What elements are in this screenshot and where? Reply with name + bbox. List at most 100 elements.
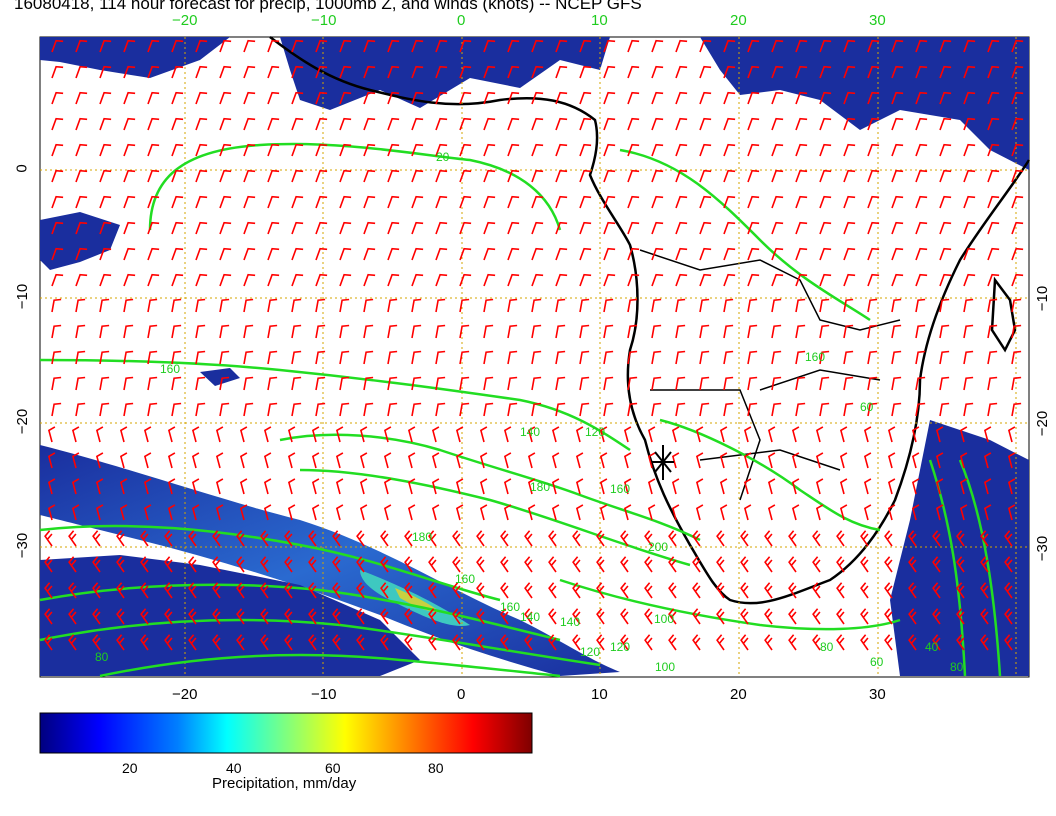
wind-barb bbox=[479, 504, 488, 521]
wind-barb bbox=[603, 247, 616, 261]
wind-barb bbox=[435, 39, 448, 53]
wind-barb bbox=[380, 530, 389, 547]
wind-barb bbox=[555, 91, 568, 105]
wind-barb bbox=[459, 402, 470, 417]
wind-barb bbox=[75, 221, 88, 235]
wind-barb bbox=[411, 195, 424, 209]
wind-barb bbox=[1011, 91, 1024, 105]
wind-barb bbox=[1011, 273, 1024, 287]
wind-barb bbox=[284, 634, 293, 651]
wind-barb bbox=[555, 298, 566, 313]
wind-barb bbox=[1011, 195, 1024, 209]
wind-barb bbox=[44, 556, 53, 573]
wind-barb bbox=[963, 117, 976, 131]
wind-barb bbox=[723, 247, 736, 261]
wind-barb bbox=[747, 65, 760, 79]
wind-barb bbox=[243, 221, 256, 235]
wind-barb bbox=[579, 273, 592, 287]
wind-barb bbox=[332, 530, 341, 547]
contour-africa-interior bbox=[619, 148, 871, 322]
wind-barb bbox=[795, 39, 808, 53]
wind-barb bbox=[1007, 504, 1016, 521]
wind-barb bbox=[915, 117, 928, 131]
wind-barb bbox=[195, 117, 208, 131]
wind-barb bbox=[575, 452, 584, 469]
colorbar-tick: 40 bbox=[226, 760, 242, 776]
wind-barb bbox=[147, 117, 160, 131]
wind-barb bbox=[476, 634, 485, 651]
wind-barb bbox=[483, 402, 494, 417]
wind-barb bbox=[867, 221, 880, 235]
wind-barb bbox=[315, 273, 328, 287]
wind-barb bbox=[267, 402, 278, 417]
wind-barb bbox=[596, 608, 605, 625]
wind-barb bbox=[795, 273, 808, 287]
wind-barb bbox=[771, 350, 782, 365]
wind-barb bbox=[483, 350, 494, 365]
wind-barb bbox=[987, 39, 1000, 53]
wind-barb bbox=[884, 582, 893, 599]
wind-barb bbox=[431, 426, 440, 443]
wind-barb bbox=[459, 39, 472, 53]
wind-barb bbox=[411, 298, 422, 313]
wind-barb bbox=[164, 530, 173, 547]
wind-barb bbox=[1004, 634, 1013, 651]
wind-barb bbox=[839, 504, 848, 521]
wind-barb bbox=[339, 350, 350, 365]
wind-barb bbox=[548, 634, 557, 651]
wind-barb bbox=[219, 376, 230, 391]
wind-barb bbox=[95, 504, 104, 521]
bottom-lon-label: 20 bbox=[730, 686, 747, 703]
wind-barb bbox=[651, 273, 664, 287]
wind-barb bbox=[315, 324, 326, 339]
wind-barb bbox=[212, 608, 221, 625]
wind-barb bbox=[363, 117, 376, 131]
wind-barb bbox=[572, 634, 581, 651]
contour-label: 180 bbox=[530, 480, 551, 494]
wind-barb bbox=[699, 143, 712, 157]
wind-barb bbox=[335, 478, 344, 495]
wind-barb bbox=[219, 65, 232, 79]
wind-barb bbox=[795, 247, 808, 261]
wind-barb bbox=[791, 504, 800, 521]
contour-120 bbox=[299, 468, 691, 567]
wind-barb bbox=[747, 298, 758, 313]
wind-barb bbox=[119, 452, 128, 469]
wind-barb bbox=[123, 247, 136, 261]
wind-barb bbox=[1011, 39, 1024, 53]
wind-barb bbox=[503, 452, 512, 469]
wind-barb bbox=[891, 39, 904, 53]
wind-barb bbox=[51, 402, 62, 417]
wind-barb bbox=[363, 39, 376, 53]
wind-barb bbox=[116, 556, 125, 573]
wind-barb bbox=[147, 221, 160, 235]
wind-barb bbox=[140, 556, 149, 573]
wind-barb bbox=[983, 504, 992, 521]
wind-barb bbox=[887, 504, 896, 521]
wind-barb bbox=[263, 504, 272, 521]
wind-barb bbox=[507, 273, 520, 287]
wind-barb bbox=[863, 452, 872, 469]
wind-barb bbox=[771, 298, 782, 313]
wind-barb bbox=[267, 117, 280, 131]
wind-barb bbox=[620, 530, 629, 547]
wind-barb bbox=[315, 169, 328, 183]
wind-barb bbox=[524, 634, 533, 651]
wind-barb bbox=[819, 221, 832, 235]
wind-barb bbox=[771, 195, 784, 209]
wind-barb bbox=[572, 556, 581, 573]
wind-barb bbox=[716, 556, 725, 573]
wind-barb bbox=[452, 634, 461, 651]
wind-barb bbox=[843, 143, 856, 157]
wind-barb bbox=[291, 324, 302, 339]
map-title: 16080418, 114 hour forecast for precip, … bbox=[14, 0, 642, 13]
wind-barb bbox=[243, 169, 256, 183]
wind-barb bbox=[92, 556, 101, 573]
wind-barb bbox=[695, 478, 704, 495]
top-lon-label: −20 bbox=[172, 12, 198, 29]
wind-barb bbox=[123, 350, 134, 365]
wind-barb bbox=[867, 350, 878, 365]
wind-barb bbox=[51, 221, 64, 235]
left-lat-label: −30 bbox=[14, 532, 32, 559]
top-lon-label: 10 bbox=[591, 12, 608, 29]
